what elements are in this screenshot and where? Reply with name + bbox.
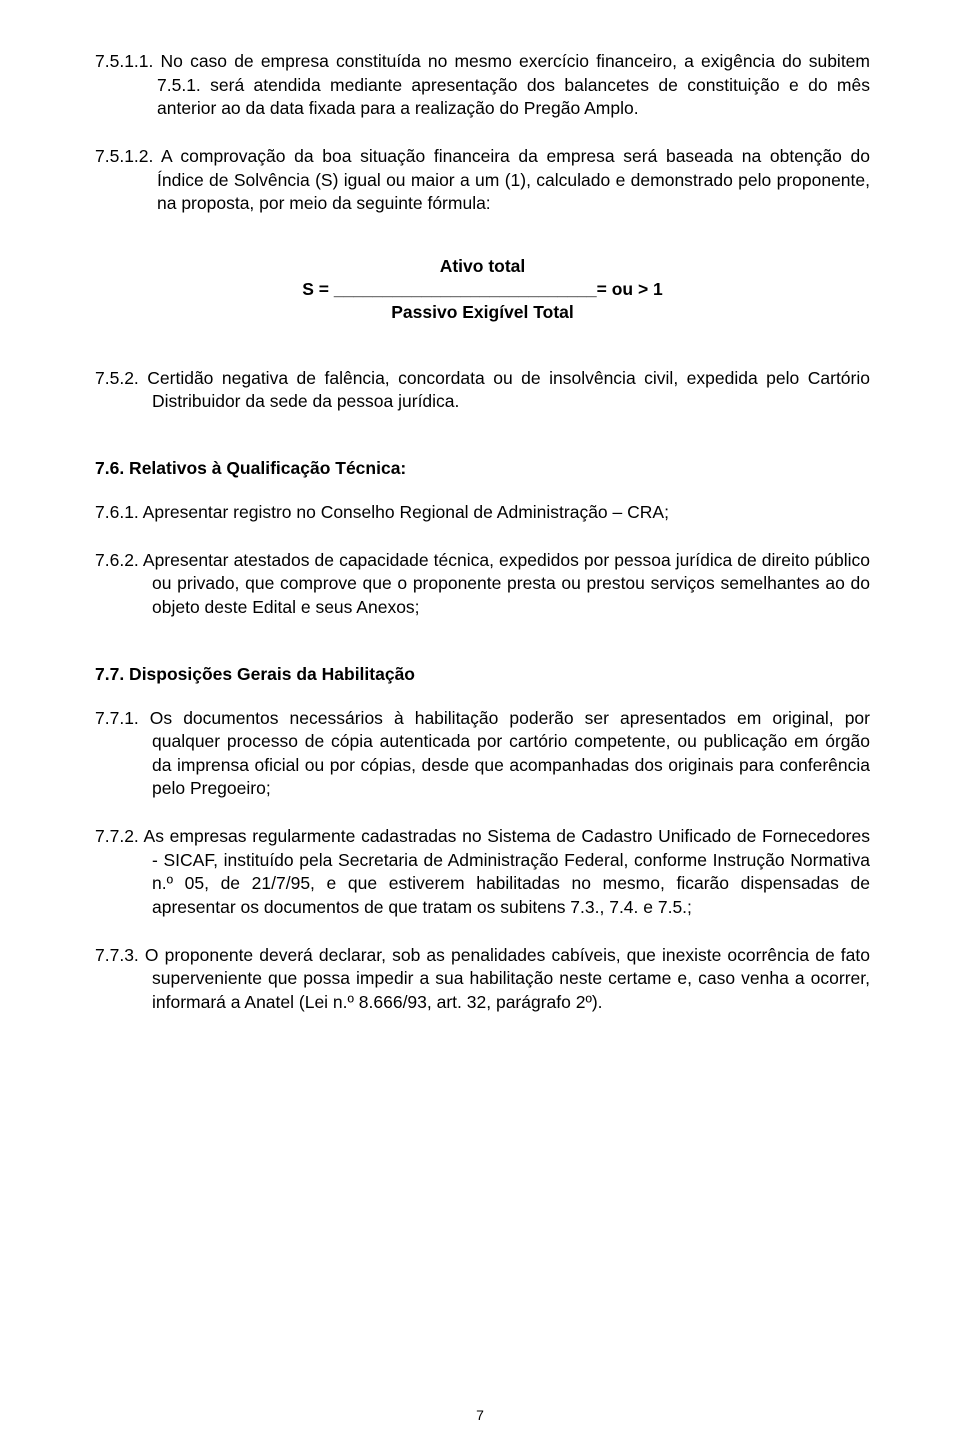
heading-7-6: 7.6. Relativos à Qualificação Técnica:: [95, 458, 870, 479]
paragraph-7-7-3: 7.7.3. O proponente deverá declarar, sob…: [95, 944, 870, 1015]
paragraph-7-5-1-1: 7.5.1.1. No caso de empresa constituída …: [95, 50, 870, 121]
formula-block: Ativo total S = ________________________…: [95, 256, 870, 323]
page-number: 7: [476, 1407, 484, 1423]
paragraph-7-5-1-2: 7.5.1.2. A comprovação da boa situação f…: [95, 145, 870, 216]
paragraph-7-7-2: 7.7.2. As empresas regularmente cadastra…: [95, 825, 870, 920]
paragraph-7-6-1: 7.6.1. Apresentar registro no Conselho R…: [95, 501, 870, 525]
paragraph-7-7-1: 7.7.1. Os documentos necessários à habil…: [95, 707, 870, 802]
paragraph-7-5-2: 7.5.2. Certidão negativa de falência, co…: [95, 367, 870, 414]
formula-equation: S = ___________________________= ou > 1: [95, 279, 870, 300]
formula-numerator: Ativo total: [95, 256, 870, 277]
formula-denominator: Passivo Exigível Total: [95, 302, 870, 323]
heading-7-7: 7.7. Disposições Gerais da Habilitação: [95, 664, 870, 685]
document-page: 7.5.1.1. No caso de empresa constituída …: [0, 0, 960, 1453]
paragraph-7-6-2: 7.6.2. Apresentar atestados de capacidad…: [95, 549, 870, 620]
